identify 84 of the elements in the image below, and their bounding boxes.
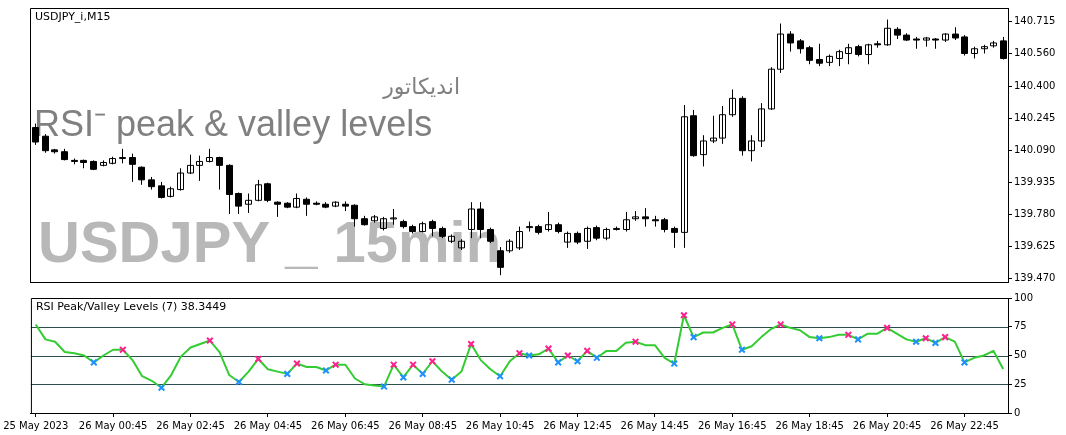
point [89,358,98,367]
candlestick [584,226,591,250]
point [331,360,340,369]
y-tick-label: 139.780 [1014,208,1056,220]
point [593,353,601,362]
candlestick [961,34,968,57]
point [564,351,572,360]
y-tick-label: 25 [1014,377,1027,389]
candlestick [816,43,823,67]
candlestick [216,156,223,191]
chart-title: USDJPY_i,M15 [35,10,111,24]
candlestick [806,45,813,65]
candlestick [255,179,262,202]
chart-title: RSI Peak/Valley Levels (7) 38.3449 [35,300,227,314]
point [728,320,737,329]
candlestick [545,211,552,233]
x-tick-label: 26 May 10:45 [465,419,535,431]
y-tick-label: 75 [1014,320,1027,332]
candlestick [768,66,775,111]
annotation: RSI⁻ peak & valley levels [34,102,433,144]
y-tick-label: 140.090 [1014,144,1056,156]
point [670,359,679,368]
y-tick-label: 100 [1014,291,1034,303]
candlestick [777,23,784,74]
candlestick [710,115,717,144]
x-tick-label: 26 May 18:45 [775,419,844,431]
point [776,320,785,329]
point [428,357,437,366]
candlestick [187,154,194,175]
x-tick-label: 26 May 20:45 [852,419,922,431]
candlestick [884,19,891,47]
x-tick-label: 26 May 12:45 [543,419,612,431]
point [912,337,920,346]
candlestick [129,153,136,183]
point [844,330,853,339]
candlestick [865,43,872,65]
candlestick [245,192,252,214]
point [931,339,940,347]
candlestick [516,226,523,251]
candlestick [729,88,736,118]
x-tick-label: 26 May 08:45 [388,419,457,431]
point [960,358,969,367]
candlestick [845,43,852,65]
point [283,370,292,378]
x-tick-label: 26 May 16:45 [698,419,767,431]
y-tick-label: 0 [1014,406,1021,418]
candlestick [235,191,242,215]
point [418,370,427,378]
x-tick-label: 26 May 04:45 [233,419,303,431]
x-tick-label: 26 May 14:45 [620,419,690,431]
y-tick-label: 140.400 [1014,80,1056,92]
candlestick [264,182,271,203]
candlestick [177,167,184,192]
point [389,360,398,369]
x-tick-label: 25 May 2023 [3,419,69,431]
candlestick [681,104,688,249]
candlestick [758,102,765,148]
point [515,349,524,358]
candlestick [623,211,630,233]
candlestick [700,134,707,167]
y-tick-label: 139.935 [1014,176,1056,188]
candlestick [719,105,726,145]
y-tick-label: 140.245 [1014,112,1056,124]
x-tick-label: 26 May 00:45 [78,419,148,431]
point [815,334,824,343]
point [157,383,166,392]
y-tick-label: 139.470 [1014,272,1056,284]
point [631,337,640,346]
y-tick-label: 140.715 [1014,15,1056,27]
annotation: اندیکاتور [382,73,460,99]
point [544,344,553,353]
y-tick-label: 139.625 [1014,240,1056,252]
y-tick-label: 140.560 [1014,47,1056,59]
point [680,311,688,320]
x-tick-label: 26 May 22:45 [930,419,999,431]
y-tick-label: 50 [1014,349,1027,361]
candlestick [748,134,755,162]
point [399,373,408,382]
candlestick [196,155,203,182]
point [525,351,533,360]
point [573,357,582,366]
x-tick-label: 26 May 06:45 [311,419,380,431]
x-tick-label: 26 May 02:45 [156,419,225,431]
point [447,375,456,384]
